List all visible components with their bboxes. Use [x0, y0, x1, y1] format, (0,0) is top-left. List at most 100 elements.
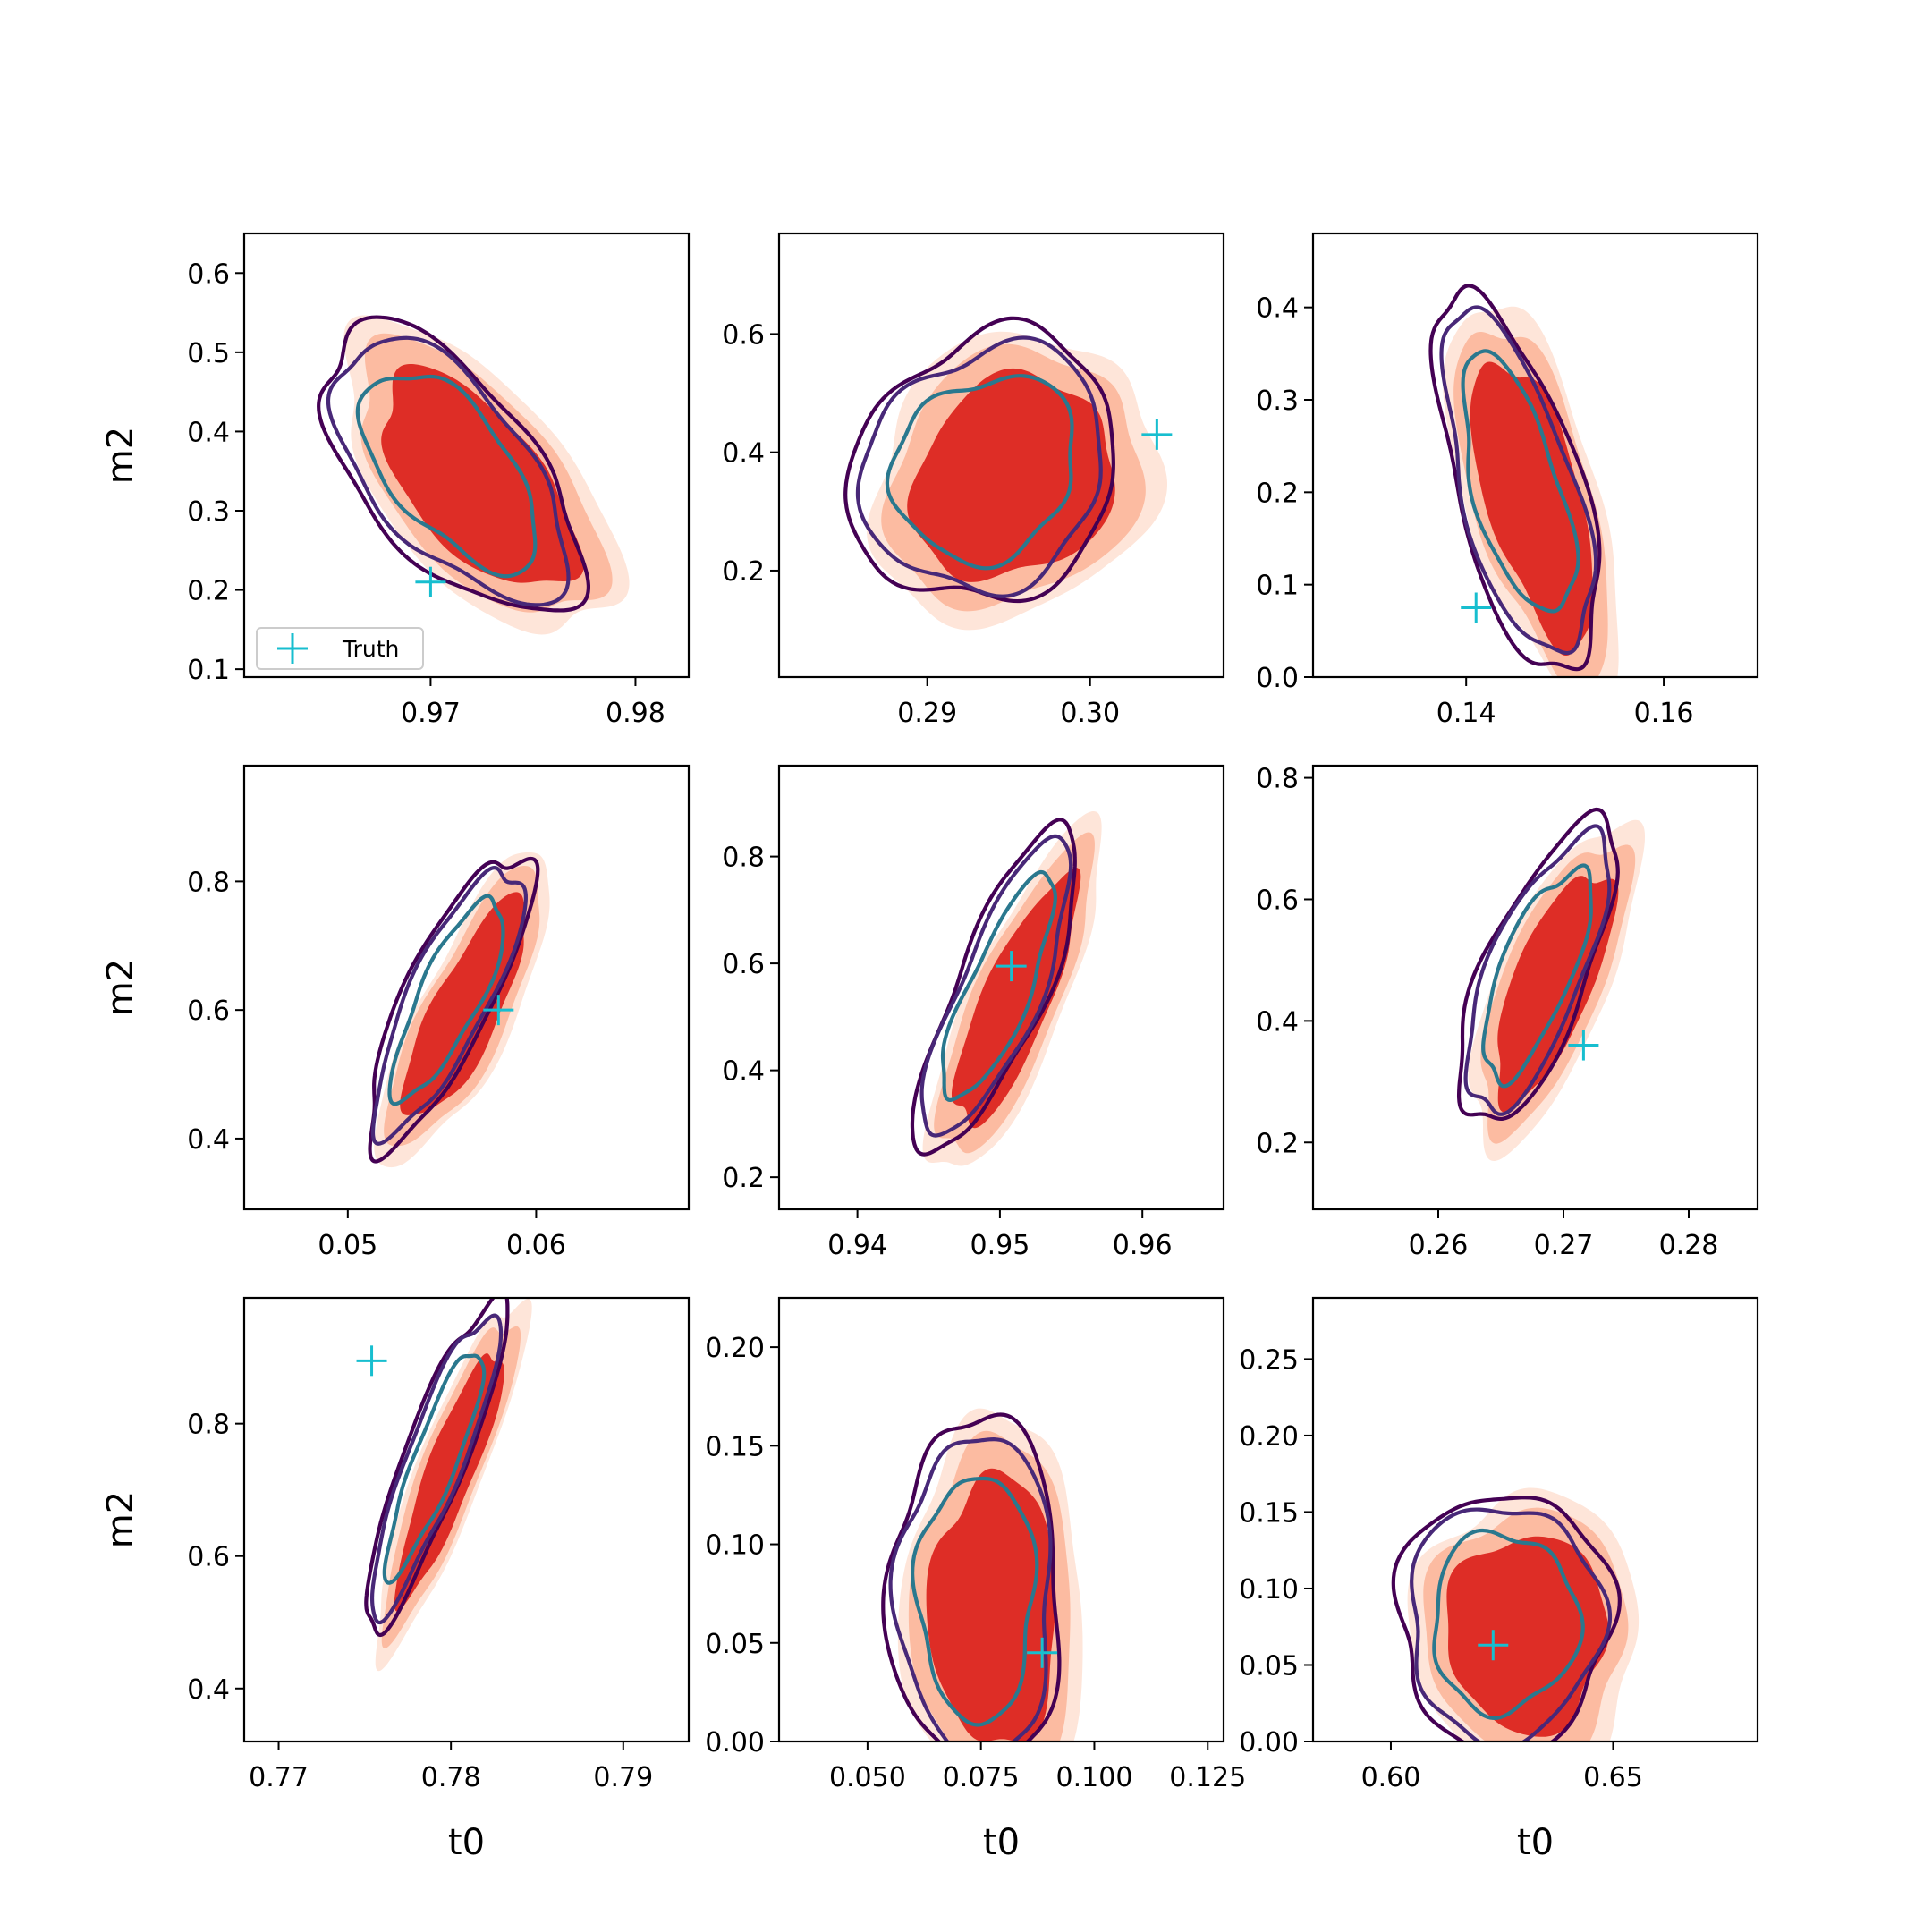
y-tick-label: 0.1 [187, 655, 230, 686]
axes-frame [777, 232, 1225, 679]
x-tick-label: 0.14 [1436, 698, 1496, 729]
x-axis-label: t0 [448, 1822, 485, 1863]
x-tick-label: 0.28 [1659, 1230, 1719, 1261]
y-tick-label: 0.20 [705, 1333, 765, 1364]
x-axis-label: t0 [1517, 1822, 1554, 1863]
y-tick-label: 0.8 [722, 843, 765, 874]
panel-1-1: 0.94 0.95 0.96 0.2 0.4 0.6 0.8 [722, 764, 1225, 1261]
x-tick-label: 0.29 [897, 698, 957, 729]
y-tick-label: 0.6 [722, 319, 765, 351]
filled-contour-level-3 [400, 892, 524, 1115]
axes-frame [1311, 1296, 1759, 1743]
x-tick-label: 0.16 [1634, 698, 1694, 729]
y-tick-label: 0.05 [705, 1629, 765, 1660]
plot-area [364, 1298, 532, 1672]
panel-0-2: 0.14 0.16 0.0 0.1 0.2 0.3 0.4 [1256, 232, 1759, 729]
y-tick-label: 0.10 [705, 1530, 765, 1562]
line-contour-level-1 [910, 818, 1077, 1157]
x-tick-label: 0.94 [827, 1230, 887, 1261]
plot-area [1428, 284, 1619, 677]
panel-0-1: 0.29 0.30 0.2 0.4 0.6 [722, 232, 1225, 729]
x-tick-label: 0.65 [1583, 1762, 1643, 1793]
line-contour-level-3 [910, 1476, 1039, 1727]
x-tick-label: 0.98 [606, 698, 665, 729]
y-tick-label: 0.8 [187, 1410, 230, 1441]
y-tick-label: 0.10 [1239, 1574, 1299, 1606]
plot-area [910, 810, 1102, 1166]
line-contour-level-1 [317, 315, 591, 613]
x-tick-label: 0.075 [943, 1762, 1020, 1793]
x-tick-label: 0.27 [1534, 1230, 1594, 1261]
plot-area [317, 315, 630, 635]
line-contour-level-2 [370, 865, 528, 1146]
axes-frame [242, 1296, 691, 1743]
x-tick-label: 0.79 [593, 1762, 653, 1793]
x-tick-label: 0.97 [401, 698, 461, 729]
y-tick-label: 0.4 [722, 438, 765, 470]
panels: 0.97 0.98 0.1 0.2 0.3 0.4 0.5 0.6 m2 Truth 0.29 0.3… [100, 232, 1759, 1863]
line-contour-level-3 [1481, 863, 1593, 1089]
axes-frame [242, 232, 691, 679]
x-tick-label: 0.60 [1361, 1762, 1421, 1793]
legend-box [256, 627, 424, 670]
line-contour-level-3 [1461, 349, 1580, 614]
axes-frame [1311, 232, 1759, 679]
x-tick-label: 0.06 [506, 1230, 566, 1261]
y-tick-label: 0.5 [187, 338, 230, 369]
x-axis-label: t0 [983, 1822, 1020, 1863]
y-tick-label: 0.6 [187, 996, 230, 1027]
line-contour-level-3 [355, 374, 538, 579]
axes-frame [242, 764, 691, 1211]
truth-marker [1478, 1630, 1509, 1661]
line-contour-level-1 [881, 1412, 1062, 1741]
x-tick-label: 0.77 [249, 1762, 309, 1793]
y-tick-label: 0.3 [187, 496, 230, 528]
line-contour-level-2 [326, 335, 571, 607]
y-tick-label: 0.8 [187, 867, 230, 898]
y-tick-label: 0.2 [187, 576, 230, 607]
line-contour-level-3 [387, 894, 505, 1106]
plot-area [843, 316, 1168, 631]
line-contour-level-2 [888, 1437, 1053, 1741]
line-contour-level-3 [1432, 1528, 1585, 1721]
y-tick-label: 0.00 [1239, 1727, 1299, 1758]
y-tick-label: 0.3 [1256, 386, 1299, 417]
plot-area [368, 852, 550, 1168]
truth-marker [1568, 1030, 1599, 1061]
line-contour-level-1 [1428, 284, 1602, 672]
y-tick-label: 0.0 [1256, 663, 1299, 694]
x-tick-label: 0.95 [970, 1230, 1030, 1261]
filled-contour-level-3 [907, 368, 1115, 582]
axes-frame [777, 764, 1225, 1211]
y-tick-label: 0.4 [722, 1056, 765, 1088]
y-tick-label: 0.4 [187, 417, 230, 448]
legend: Truth [256, 627, 424, 670]
line-contour-level-1 [368, 856, 540, 1164]
panel-2-2: 0.60 0.65 0.00 0.05 0.10 0.15 0.20 0.25 t0 [1239, 1296, 1759, 1863]
y-tick-label: 0.15 [1239, 1497, 1299, 1529]
x-tick-label: 0.26 [1409, 1230, 1469, 1261]
line-contour-level-3 [940, 869, 1058, 1102]
axes-frame [1311, 764, 1759, 1211]
truth-marker [1027, 1637, 1058, 1668]
line-contour-level-3 [382, 1353, 487, 1585]
plot-area [881, 1408, 1083, 1741]
panel-1-2: 0.26 0.27 0.28 0.2 0.4 0.6 0.8 [1256, 764, 1759, 1261]
line-contour-level-1 [843, 316, 1115, 604]
line-contour-level-2 [1410, 1507, 1613, 1741]
y-tick-label: 0.1 [1256, 571, 1299, 602]
x-tick-label: 0.78 [421, 1762, 481, 1793]
y-tick-label: 0.2 [1256, 478, 1299, 509]
y-tick-label: 0.20 [1239, 1421, 1299, 1453]
x-tick-label: 0.125 [1169, 1762, 1246, 1793]
plot-area [1456, 807, 1646, 1162]
y-tick-label: 0.4 [187, 1674, 230, 1706]
x-tick-label: 0.100 [1056, 1762, 1133, 1793]
y-axis-label: m2 [100, 1491, 141, 1548]
line-contour-level-2 [1439, 305, 1598, 656]
filled-contour-level-3 [1470, 361, 1593, 656]
truth-marker [415, 566, 446, 597]
x-tick-label: 0.050 [829, 1762, 906, 1793]
truth-marker [1461, 592, 1492, 623]
y-tick-label: 0.2 [722, 1163, 765, 1194]
